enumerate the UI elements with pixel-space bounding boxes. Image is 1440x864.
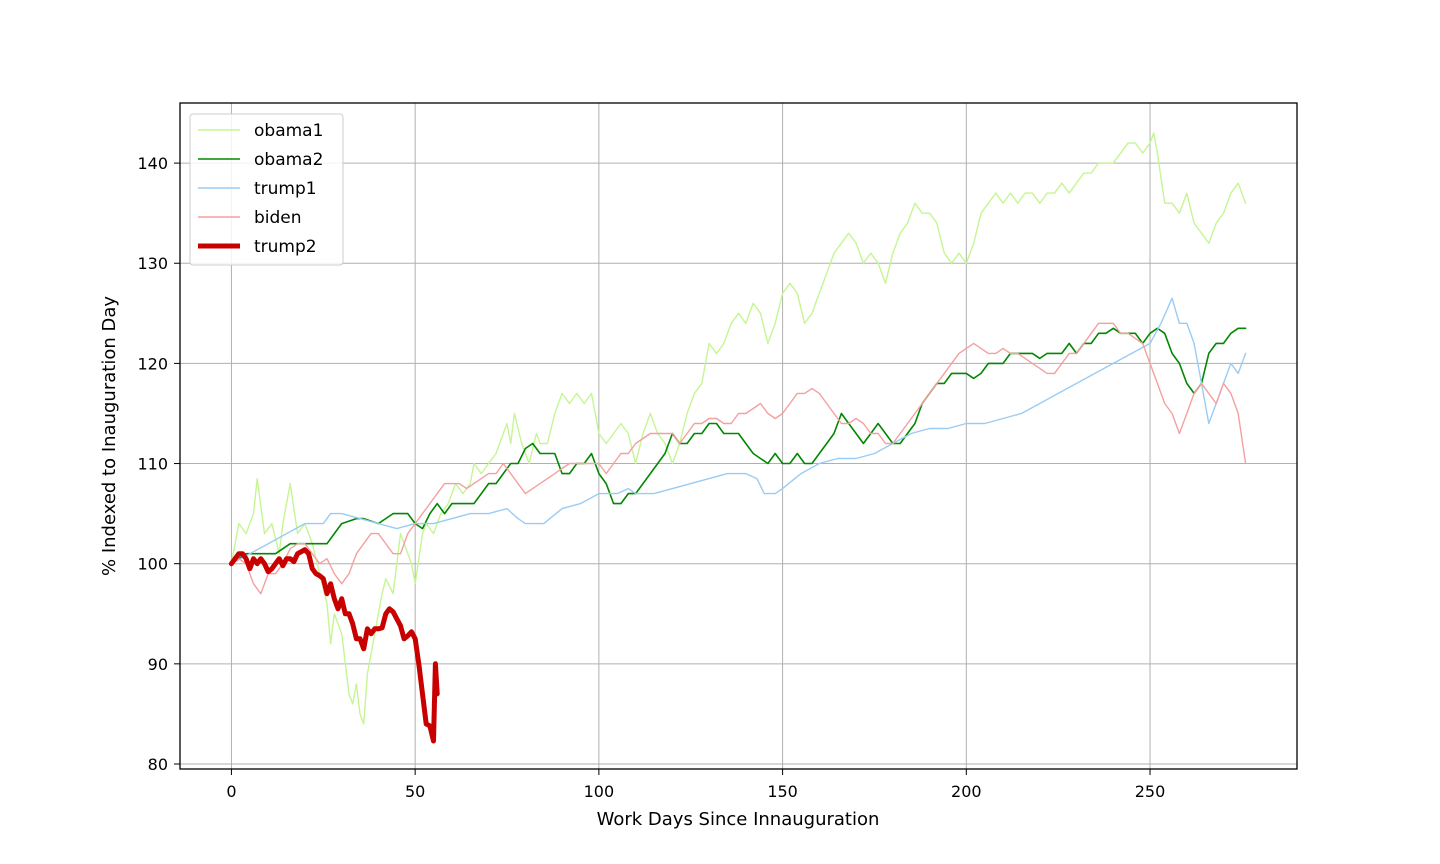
legend: obama1 obama2 trump1 biden trump2 <box>189 113 344 266</box>
x-tick-label: 50 <box>405 782 425 801</box>
y-tick-label: 110 <box>137 455 168 474</box>
y-tick-label: 90 <box>148 655 168 674</box>
x-axis-label: Work Days Since Innauguration <box>597 809 880 830</box>
series-line-obama1 <box>230 132 1247 725</box>
x-tick-label: 0 <box>226 782 236 801</box>
legend-label-obama2: obama2 <box>254 150 323 170</box>
y-tick-label: 80 <box>148 755 168 774</box>
series-line-trump1 <box>230 297 1247 565</box>
legend-label-trump1: trump1 <box>254 179 317 199</box>
series-line-obama2 <box>230 327 1247 565</box>
y-tick-label: 100 <box>137 555 168 574</box>
series-line-biden <box>230 322 1247 595</box>
plot-frame <box>179 102 1298 770</box>
series-line-trump2 <box>228 547 440 744</box>
y-axis-label: % Indexed to Inauguration Day <box>99 296 120 576</box>
x-tick-label: 150 <box>767 782 798 801</box>
y-tick-label: 120 <box>137 354 168 373</box>
legend-label-biden: biden <box>254 208 302 228</box>
y-axis-ticks: 80 90 100 110 120 130 140 <box>137 154 180 774</box>
grid <box>180 103 1297 769</box>
x-axis-ticks: 0 50 100 150 200 250 <box>226 769 1165 801</box>
legend-label-obama1: obama1 <box>254 121 323 141</box>
series-lines <box>228 132 1247 744</box>
y-tick-label: 140 <box>137 154 168 173</box>
x-tick-label: 200 <box>951 782 982 801</box>
legend-label-trump2: trump2 <box>254 237 317 257</box>
y-tick-label: 130 <box>137 254 168 273</box>
x-tick-label: 100 <box>584 782 615 801</box>
legend-box <box>189 113 344 266</box>
x-tick-label: 250 <box>1135 782 1166 801</box>
